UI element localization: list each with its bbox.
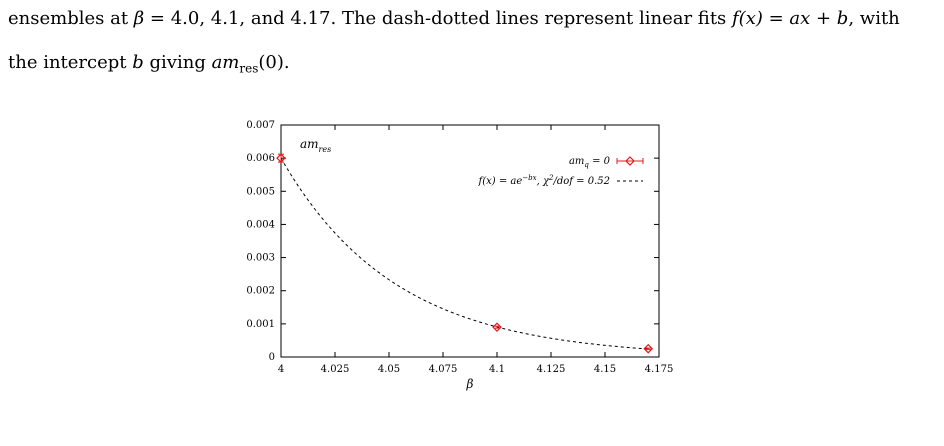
caption-am-sub: res: [239, 61, 259, 76]
caption-text: ensembles at: [8, 8, 134, 29]
caption-text: = 4.0, 4.1, and 4.17. The dash-dotted li…: [144, 8, 733, 29]
x-tick-label: 4.075: [429, 364, 458, 375]
legend-label-points: amq = 0: [569, 156, 611, 169]
legend-marker: [625, 156, 635, 166]
data-point: [492, 322, 502, 333]
caption-b: b: [132, 52, 144, 73]
caption-text: giving: [143, 52, 212, 73]
caption-beta: β: [133, 8, 145, 29]
y-tick-label: 0.002: [246, 286, 275, 297]
caption-text: the intercept: [8, 52, 133, 73]
y-tick-label: 0.003: [246, 253, 275, 264]
legend-label-fit: f(x) = ae−bx, χ2/dof = 0.52: [478, 174, 610, 187]
y-tick-label: 0.004: [246, 219, 275, 230]
x-tick-label: 4: [278, 364, 284, 375]
caption-line-1: ensembles at β = 4.0, 4.1, and 4.17. The…: [8, 8, 900, 30]
y-tick-label: 0.005: [246, 186, 275, 197]
y-tick-label: 0.006: [246, 153, 275, 164]
caption-am: am: [211, 52, 240, 73]
x-tick-label: 4.1: [489, 364, 505, 375]
data-point: [276, 153, 286, 163]
x-tick-label: 4.025: [321, 364, 350, 375]
x-axis-label: β: [466, 377, 474, 391]
fit-curve: [280, 157, 649, 350]
caption-line-2: the intercept b giving amres(0).: [8, 52, 290, 80]
x-tick-label: 4.175: [645, 364, 674, 375]
y-tick-label: 0: [269, 352, 275, 363]
x-tick-label: 4.05: [378, 364, 400, 375]
plot-frame: [280, 124, 660, 358]
caption-text: , with: [848, 8, 900, 29]
caption-text: (0).: [258, 52, 290, 73]
y-tick-label: 0.001: [246, 319, 275, 330]
x-tick-label: 4.15: [594, 364, 616, 375]
panel-label: amres: [300, 137, 331, 154]
y-tick-label: 0.007: [246, 120, 275, 131]
data-point: [643, 343, 654, 354]
x-tick-label: 4.125: [537, 364, 566, 375]
caption-fit-formula: f(x) = ax + b: [732, 8, 849, 29]
